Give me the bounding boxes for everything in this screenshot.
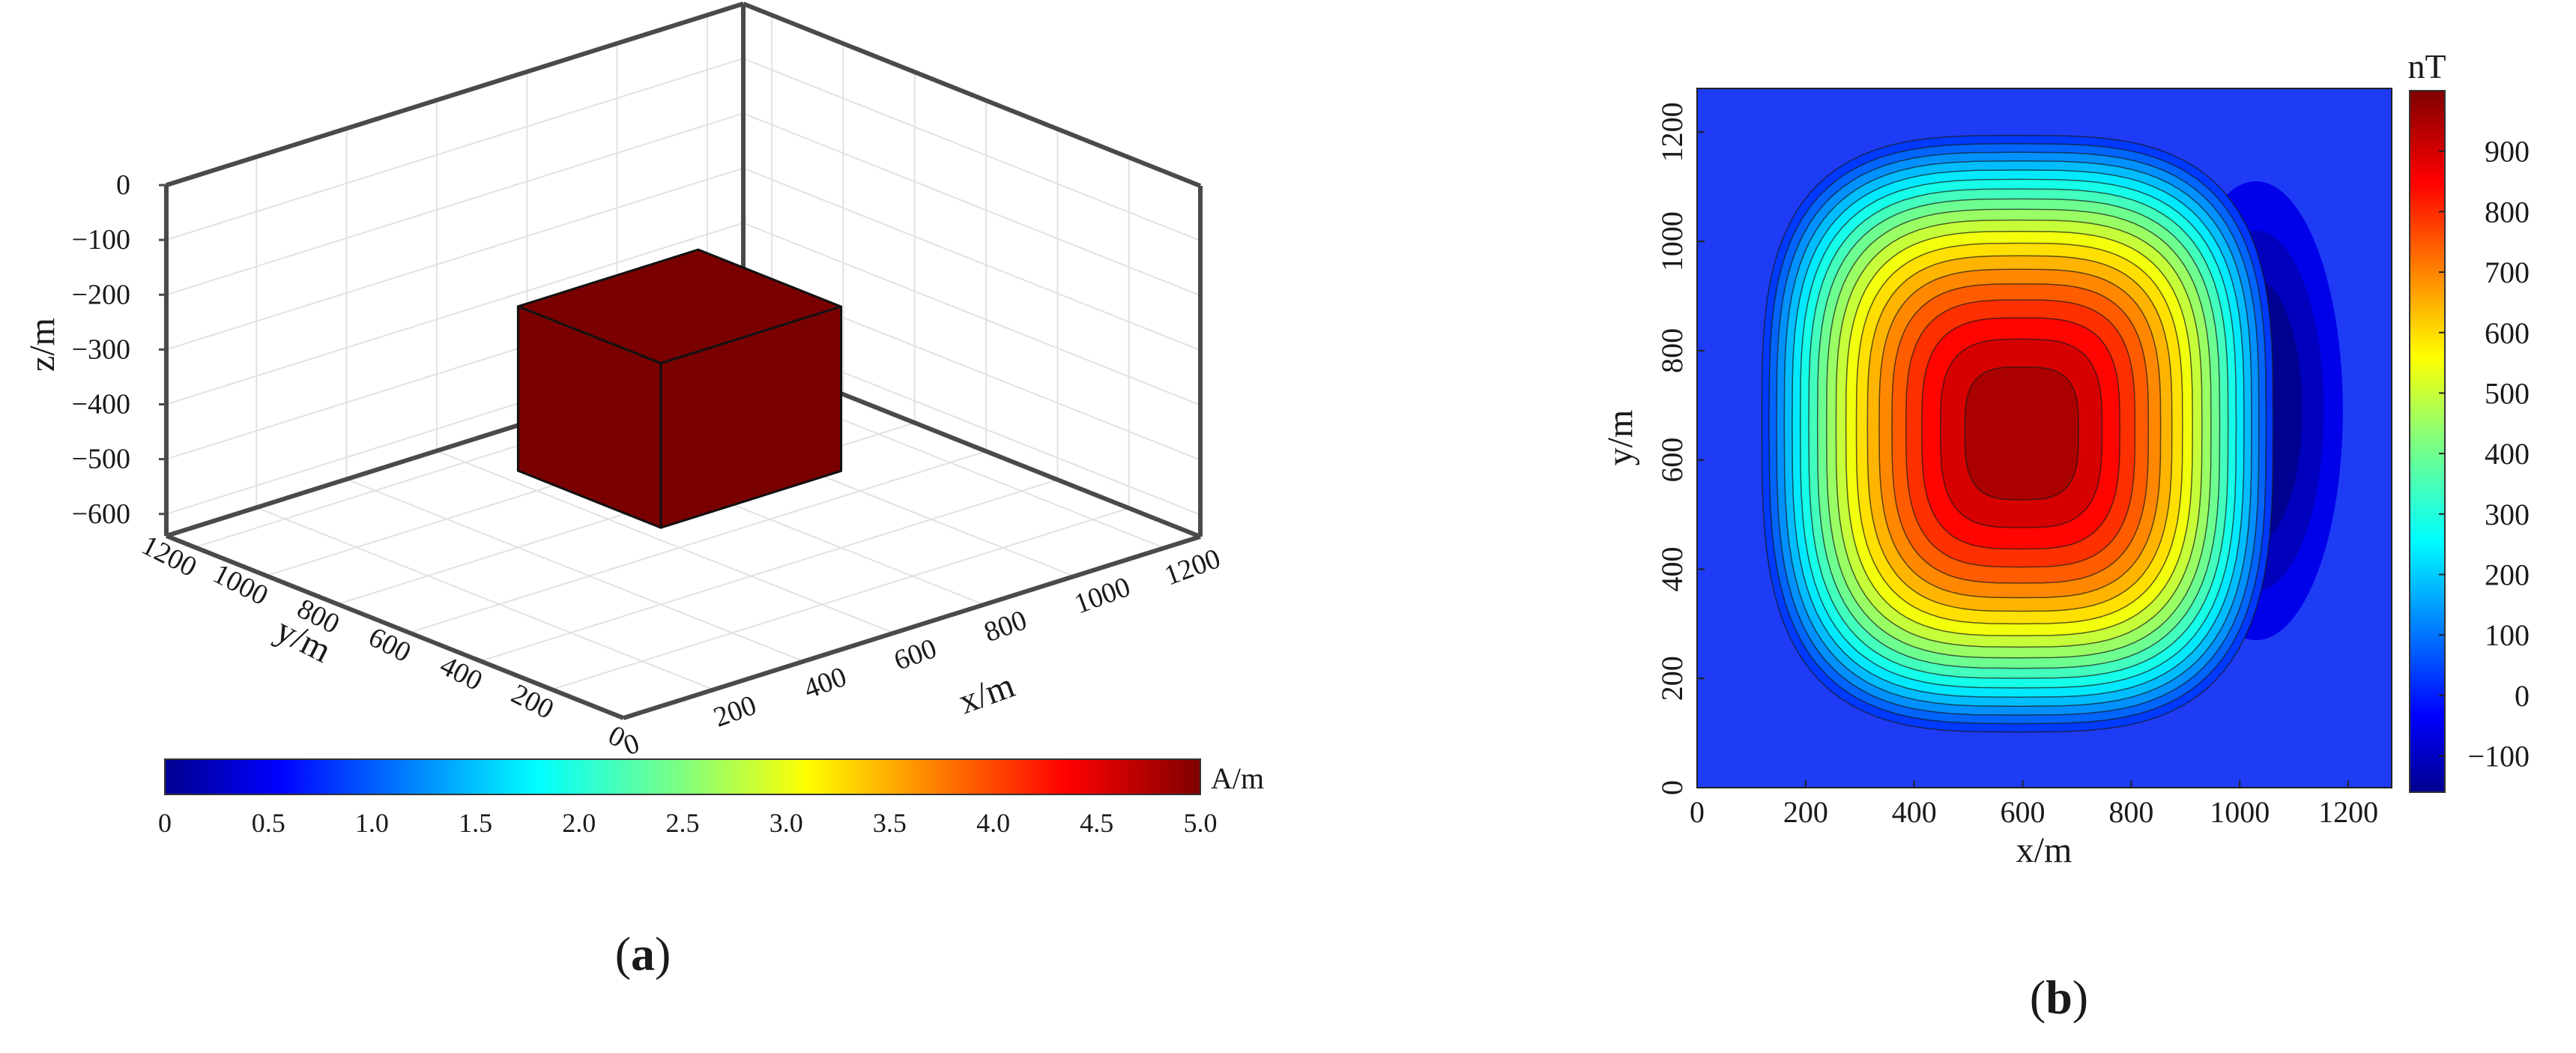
prism-side-face — [516, 305, 662, 529]
x-tick-label: 1000 — [1070, 571, 1134, 620]
colorbar-tick-label: 1.0 — [355, 808, 389, 838]
anomaly-colorbar: −100 0 100 200 300 400 500 600 700 800 900 nT — [2407, 47, 2530, 793]
z-tick-label: −200 — [72, 279, 130, 310]
x-tick-label: 800 — [980, 604, 1031, 648]
colorbar-tick-label: 0 — [158, 808, 172, 838]
panel-b-anomaly-map: 0 200 400 600 800 1000 12000200400600800100012… — [1600, 47, 2530, 1024]
x-tick-label: 1200 — [1161, 543, 1225, 591]
y-tick-label: 400 — [1655, 546, 1689, 591]
y-tick-label: 400 — [435, 650, 488, 697]
gridline-z — [166, 58, 1201, 242]
colorbar-tick-label: 0.5 — [252, 808, 285, 838]
colorbar-tick-label: 3.5 — [873, 808, 907, 838]
colorbar-tick-label: 700 — [2485, 256, 2530, 289]
box-edge — [623, 534, 1201, 720]
z-tick-label: −500 — [72, 444, 130, 475]
x-axis-label: x/m — [2016, 830, 2072, 870]
x-tick-label: 0 — [1690, 795, 1705, 829]
magnetized-prism — [516, 248, 843, 529]
z-tick-label: −400 — [72, 389, 130, 420]
colorbar-frame — [164, 758, 1201, 795]
colorbar-unit: A/m — [1211, 761, 1264, 795]
colorbar-tick-label: 300 — [2485, 498, 2530, 531]
z-tick-label: −300 — [72, 334, 130, 365]
colorbar-tick-label: 900 — [2485, 135, 2530, 169]
colorbar-gradient — [2410, 91, 2445, 792]
box-edge — [742, 1, 1202, 188]
colorbar-tick-label: 2.0 — [562, 808, 596, 838]
y-tick-label: 600 — [363, 621, 416, 669]
colorbar-tick-label: 5.0 — [1184, 808, 1218, 838]
box-edge — [165, 534, 625, 720]
z-axis-label: z/m — [22, 318, 62, 372]
z-tick-label: 0 — [116, 169, 130, 201]
colorbar-gradient — [165, 759, 1200, 794]
colorbar-tick-label: 0 — [2515, 679, 2530, 713]
panel-a-caption: (a) — [615, 927, 671, 980]
panel-a-3d-model: 0 −100 −200 −300 −400 −500 −600 0 200 400 600 800 10… — [22, 1, 1264, 980]
map-frame — [1696, 88, 2392, 788]
colorbar-ticks: 0 0.5 1.0 1.5 2.0 2.5 3.0 3.5 4.0 4.5 5.0 — [158, 808, 1218, 838]
colorbar-tick-label: 4.5 — [1080, 808, 1113, 838]
map-axis-ticks: 0 200 400 600 800 1000 1200 0 200 400 600 800 1000 12… — [1655, 102, 2378, 829]
colorbar-tick-label: 1.5 — [459, 808, 492, 838]
gridline-z — [166, 2, 1201, 187]
x-tick-label: 1000 — [2210, 795, 2270, 829]
colorbar-tick-label: 2.5 — [666, 808, 700, 838]
colorbar-tick-label: 3.0 — [770, 808, 803, 838]
x-tick-label: 800 — [2108, 795, 2153, 829]
panel-b-letter: b — [2046, 971, 2072, 1024]
panel-a-letter: a — [631, 927, 655, 980]
colorbar-unit: nT — [2407, 47, 2446, 85]
y-axis-label: y/m — [1600, 410, 1640, 466]
colorbar-tick-label: 200 — [2485, 558, 2530, 592]
y-tick-label: 600 — [1655, 438, 1689, 483]
colorbar-tick-label: 4.0 — [976, 808, 1010, 838]
z-tick-label: −100 — [72, 224, 130, 256]
colorbar-tick-label: 600 — [2485, 316, 2530, 350]
x-tick-label: 0 — [620, 727, 644, 761]
y-tick-label: 0 — [1655, 780, 1689, 795]
z-tick-label: −600 — [72, 498, 130, 530]
panel-b-caption: (b) — [2030, 971, 2088, 1024]
y-tick-label: 1000 — [1655, 211, 1689, 271]
x-axis-label: x/m — [954, 666, 1020, 722]
x-tick-label: 200 — [710, 690, 761, 734]
x-tick-label: 200 — [1783, 795, 1828, 829]
colorbar-tick-label: −100 — [2467, 740, 2530, 773]
colorbar-ticks: −100 0 100 200 300 400 500 600 700 800 900 — [2439, 135, 2530, 773]
colorbar-frame — [2409, 90, 2446, 793]
colorbar-tick-label: 400 — [2485, 437, 2530, 471]
y-tick-label: 800 — [1655, 328, 1689, 373]
x-tick-label: 400 — [799, 661, 850, 705]
y-tick-label: 200 — [507, 678, 559, 725]
colorbar-tick-label: 100 — [2485, 618, 2530, 652]
x-tick-label: 600 — [2001, 795, 2046, 829]
colorbar-tick-label: 800 — [2485, 195, 2530, 229]
x-tick-label: 1200 — [2318, 795, 2378, 829]
x-tick-label: 600 — [890, 633, 941, 677]
positive-anomaly — [1761, 134, 2274, 733]
x-tick-label: 400 — [1892, 795, 1937, 829]
box-edge — [166, 1, 744, 187]
contour-level — [1964, 366, 2079, 501]
colorbar-tick-label: 500 — [2485, 376, 2530, 410]
y-tick-label: 200 — [1655, 656, 1689, 701]
magnetization-colorbar: 0 0.5 1.0 1.5 2.0 2.5 3.0 3.5 4.0 4.5 5.0 A/m — [158, 758, 1264, 838]
y-tick-label: 1200 — [1655, 102, 1689, 162]
